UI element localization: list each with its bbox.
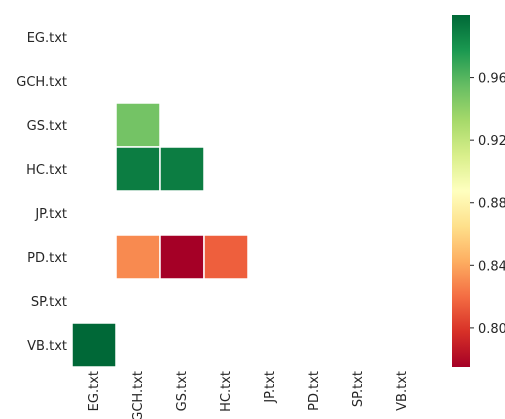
y-tick-label: GS.txt (27, 119, 67, 134)
heatmap-cell (115, 102, 161, 148)
y-tick-label: GCH.txt (16, 75, 67, 90)
x-tick-label: PD.txt (307, 371, 322, 411)
x-tick-label: SP.txt (351, 371, 366, 407)
colorbar: 0.80 0.84 0.88 0.92 0.96 (452, 15, 505, 367)
colorbar-tick-label: 0.88 (478, 197, 505, 212)
x-tick-label: GS.txt (175, 371, 190, 411)
heatmap-cell (159, 146, 205, 192)
y-tick-label: EG.txt (27, 31, 67, 46)
y-tick-label: HC.txt (26, 163, 67, 178)
x-tick-label: EG.txt (87, 371, 102, 411)
y-tick-label: VB.txt (27, 339, 67, 354)
x-tick-label: VB.txt (395, 371, 410, 411)
colorbar-tick-label: 0.84 (478, 259, 505, 274)
heatmap-cells (71, 102, 249, 368)
x-tick-labels: EG.txt GCH.txt GS.txt HC.txt JP.txt PD.txt SP.… (87, 371, 410, 419)
heatmap-cell (115, 146, 161, 192)
heatmap-cell (159, 234, 205, 280)
y-tick-label: PD.txt (27, 251, 67, 266)
heatmap-cell (203, 234, 249, 280)
y-tick-labels: EG.txt GCH.txt GS.txt HC.txt JP.txt PD.txt SP.… (16, 31, 67, 354)
x-tick-label: GCH.txt (131, 371, 146, 419)
colorbar-tick-label: 0.96 (478, 72, 505, 87)
y-tick-label: JP.txt (34, 207, 67, 222)
x-tick-label: JP.txt (263, 371, 278, 404)
heatmap-cell (71, 322, 117, 368)
y-tick-label: SP.txt (31, 295, 67, 310)
colorbar-gradient (452, 15, 470, 367)
x-tick-label: HC.txt (219, 371, 234, 412)
colorbar-tick-label: 0.80 (478, 322, 505, 337)
colorbar-tick-label: 0.92 (478, 134, 505, 149)
heatmap-cell (115, 234, 161, 280)
